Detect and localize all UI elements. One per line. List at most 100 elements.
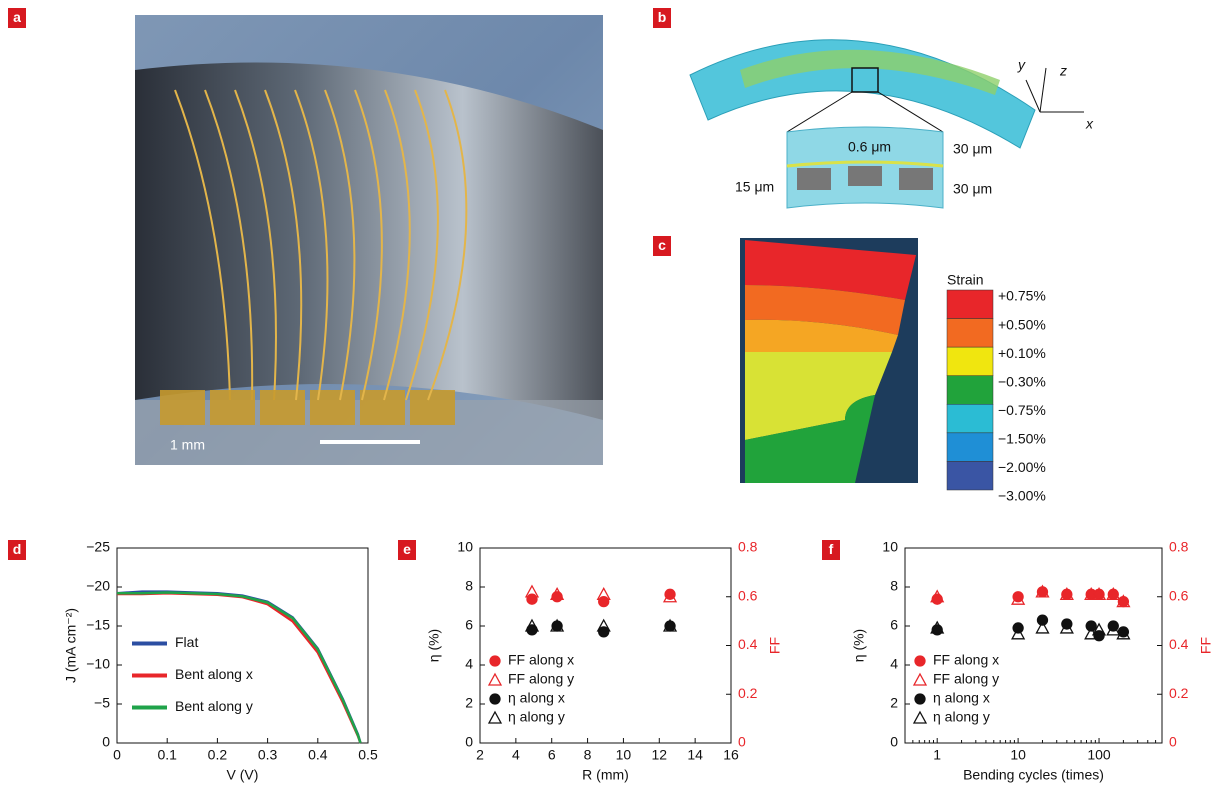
dimension-label: 30 μm [953, 181, 992, 197]
y-tick-label: 8 [890, 578, 898, 594]
x-tick-label: 0.2 [208, 747, 228, 763]
x-tick-label: 0.4 [308, 747, 328, 763]
y-tick-label: −25 [86, 539, 110, 555]
legend-label: η along x [508, 690, 565, 706]
axis-glyph-label: z [1059, 63, 1067, 79]
y-tick-label: 4 [890, 656, 898, 672]
legend-marker [914, 674, 926, 685]
legend-marker [490, 656, 500, 666]
photo-pad [410, 390, 455, 425]
colorbar-swatch [947, 290, 993, 319]
y-tick-label: 8 [465, 578, 473, 594]
x-tick-label: 100 [1087, 747, 1111, 763]
scale-bar [320, 440, 420, 444]
photo-pad [210, 390, 255, 425]
marker [599, 597, 609, 607]
panel-label: c [658, 237, 666, 253]
panel-label: e [403, 541, 411, 557]
x-tick-label: 0 [113, 747, 121, 763]
x-tick-label: 0.3 [258, 747, 278, 763]
y2-tick-label: 0 [738, 734, 746, 750]
marker [932, 594, 942, 604]
colorbar-label: −3.00% [998, 488, 1046, 504]
y2-tick-label: 0 [1169, 734, 1177, 750]
colorbar-label: −1.50% [998, 431, 1046, 447]
colorbar-label: −0.75% [998, 402, 1046, 418]
legend-label: FF along y [508, 671, 574, 687]
colorbar-swatch [947, 433, 993, 462]
y-axis-label: η (%) [851, 629, 867, 662]
x-tick-label: 12 [651, 747, 667, 763]
x-tick-label: 1 [933, 747, 941, 763]
dimension-label: 15 μm [735, 179, 774, 195]
x-tick-label: 16 [723, 747, 739, 763]
y2-tick-label: 0.6 [1169, 587, 1189, 603]
x-axis-label: V (V) [227, 767, 259, 783]
legend-label: η along y [508, 709, 565, 725]
scale-label: 1 mm [170, 437, 205, 453]
x-tick-label: 10 [616, 747, 632, 763]
colorbar: +0.75%+0.50%+0.10%−0.30%−0.75%−1.50%−2.0… [947, 288, 1046, 504]
legend-label: FF along y [933, 671, 999, 687]
x-tick-label: 0.1 [157, 747, 177, 763]
colorbar-swatch [947, 461, 993, 490]
dimension-label: 30 μm [953, 141, 992, 157]
legend-label: Bent along x [175, 666, 253, 682]
diagram: y z x 0.6 μm 30 μm 15 μm 30 μm [690, 40, 1094, 208]
photo-pad [360, 390, 405, 425]
y-tick-label: 4 [465, 656, 473, 672]
legend-marker [914, 712, 926, 723]
legend-marker [915, 656, 925, 666]
y-axis-label: η (%) [426, 629, 442, 662]
panel-label: a [13, 9, 21, 25]
y2-tick-label: 0.4 [1169, 636, 1189, 652]
y-tick-label: 0 [465, 734, 473, 750]
y-tick-label: −5 [94, 695, 110, 711]
marker [599, 627, 609, 637]
marker [527, 594, 537, 604]
legend-label: FF along x [933, 652, 999, 668]
axis-glyph-label: y [1017, 57, 1026, 73]
colorbar-swatch [947, 347, 993, 376]
y-tick-label: 0 [890, 734, 898, 750]
colorbar-swatch [947, 404, 993, 433]
colorbar-title: Strain [947, 272, 984, 288]
dimension-label: 0.6 μm [848, 139, 891, 155]
zoom-line [787, 92, 852, 132]
legend-label: η along y [933, 709, 990, 725]
panel-label: f [829, 541, 834, 557]
y2-tick-label: 0.2 [738, 685, 758, 701]
y-tick-label: 0 [102, 734, 110, 750]
colorbar-swatch [947, 376, 993, 405]
y-tick-label: 10 [457, 539, 473, 555]
legend-label: η along x [933, 690, 990, 706]
x-tick-label: 10 [1010, 747, 1026, 763]
y2-tick-label: 0.4 [738, 636, 758, 652]
colorbar-label: +0.75% [998, 288, 1046, 304]
legend-label: FF along x [508, 652, 574, 668]
x-tick-label: 2 [476, 747, 484, 763]
axes-glyph [1026, 68, 1084, 112]
cell [899, 168, 933, 190]
x-tick-label: 8 [584, 747, 592, 763]
colorbar-label: +0.50% [998, 316, 1046, 332]
x-tick-label: 6 [548, 747, 556, 763]
marker [1037, 615, 1047, 625]
y-tick-label: 2 [465, 695, 473, 711]
y-tick-label: 6 [465, 617, 473, 633]
marker [1086, 621, 1096, 631]
photo-pad [260, 390, 305, 425]
marker [552, 592, 562, 602]
colorbar-label: −2.00% [998, 459, 1046, 475]
y-tick-label: −10 [86, 656, 110, 672]
colorbar-label: −0.30% [998, 373, 1046, 389]
photo: 1 mm [135, 15, 655, 465]
figure: a b c 1 mm y z x 0.6 μm 30 μm 15 μm 30 μ… [0, 0, 1211, 796]
y2-axis-label: FF [1198, 637, 1211, 654]
cell [797, 168, 831, 190]
legend-marker [915, 694, 925, 704]
y2-axis-label: FF [767, 637, 783, 654]
x-tick-label: 0.5 [358, 747, 378, 763]
x-axis-label: R (mm) [582, 767, 629, 783]
legend-marker [489, 712, 501, 723]
